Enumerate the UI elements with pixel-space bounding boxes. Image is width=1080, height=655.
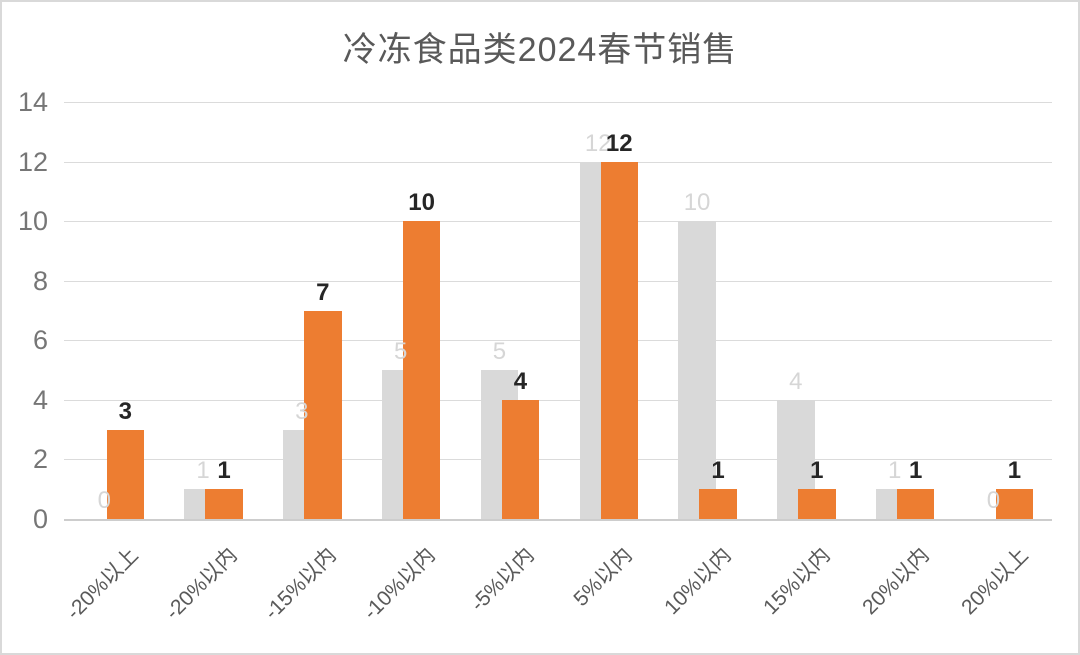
series-gray-value-label: 0 bbox=[97, 487, 111, 514]
gridline-4 bbox=[64, 399, 1052, 401]
series-orange-value-label: 3 bbox=[118, 397, 132, 425]
series-gray-value-label: 4 bbox=[789, 367, 803, 395]
series-orange-value-label: 1 bbox=[1007, 457, 1022, 485]
y-tick-label: 4 bbox=[32, 384, 48, 415]
series-orange-value-label: 1 bbox=[711, 457, 725, 485]
gridline-14 bbox=[64, 102, 1052, 103]
y-tick-label: 8 bbox=[32, 265, 48, 296]
series-orange-bar bbox=[798, 489, 836, 519]
series-orange-value-label: 12 bbox=[605, 129, 633, 157]
series-gray-value-label: 3 bbox=[295, 397, 309, 425]
series-orange-value-label: 1 bbox=[810, 457, 824, 485]
series-orange-bar bbox=[501, 399, 540, 519]
series-gray-value-label: 12 bbox=[584, 129, 612, 157]
gridline-12 bbox=[64, 161, 1052, 163]
x-axis-category-labels: -20%以上 -20%以内 -15%以内 -10%以内 -5%以内 5%以内 10%以内 15… bbox=[63, 519, 1052, 653]
series-orange-bar bbox=[106, 429, 144, 519]
series-orange-value-label: 1 bbox=[217, 457, 231, 485]
y-tick-label: 14 bbox=[17, 87, 48, 117]
plot-area: 0 1 3 5 5 12 10 4 1 0 3 1 7 10 4 12 1 1 1 1 bbox=[64, 102, 1052, 521]
series-orange-bar bbox=[205, 489, 243, 519]
y-tick-label: 12 bbox=[17, 146, 48, 177]
series-orange-bar bbox=[699, 489, 737, 519]
y-tick-label: 0 bbox=[32, 504, 48, 534]
series-orange-bar bbox=[600, 161, 638, 519]
gridline-6 bbox=[64, 340, 1052, 342]
series-orange-bar bbox=[402, 221, 441, 519]
y-tick-label: 2 bbox=[32, 444, 48, 475]
series-gray-value-label: 5 bbox=[393, 338, 408, 366]
gridline-8 bbox=[64, 280, 1052, 282]
series-orange-value-label: 4 bbox=[513, 367, 528, 395]
series-orange-bar bbox=[304, 310, 342, 519]
series-orange-bar bbox=[995, 489, 1034, 519]
gridline-10 bbox=[64, 221, 1052, 223]
series-gray-value-label: 10 bbox=[683, 189, 711, 217]
series-orange-value-label: 7 bbox=[316, 278, 330, 306]
series-gray-value-label: 1 bbox=[196, 457, 210, 485]
chart-title: 冷冻食品类2024春节销售 bbox=[342, 31, 738, 69]
series-gray-bar bbox=[678, 221, 716, 519]
series-gray-value-label: 0 bbox=[986, 487, 1001, 514]
series-orange-value-label: 10 bbox=[408, 189, 435, 217]
y-tick-label: 6 bbox=[32, 325, 48, 356]
series-gray-value-label: 1 bbox=[887, 457, 902, 485]
y-tick-label: 10 bbox=[17, 206, 48, 237]
series-orange-bar bbox=[896, 489, 935, 519]
series-gray-value-label: 5 bbox=[492, 338, 507, 366]
gridline-2 bbox=[64, 459, 1052, 461]
series-orange-value-label: 1 bbox=[908, 457, 923, 485]
